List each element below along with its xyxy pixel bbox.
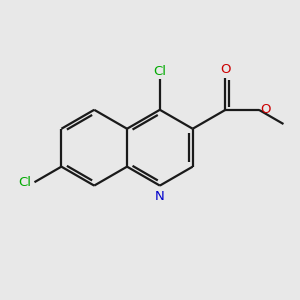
Text: O: O [220,63,231,76]
Text: O: O [260,103,271,116]
Text: Cl: Cl [153,64,167,78]
Text: Cl: Cl [18,176,31,189]
Text: N: N [155,190,165,203]
